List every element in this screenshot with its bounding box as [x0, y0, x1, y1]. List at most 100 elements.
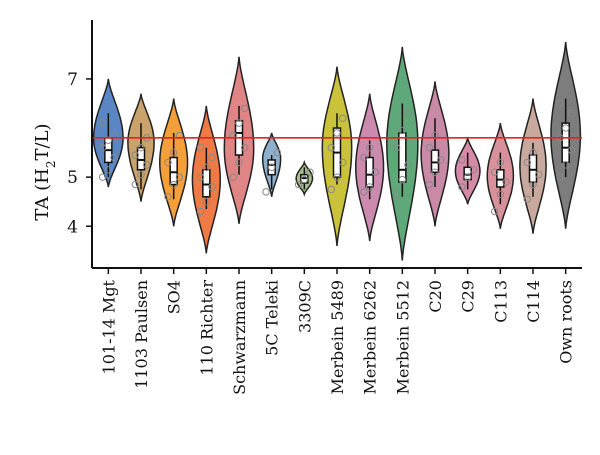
data-point — [164, 158, 172, 167]
data-point — [208, 183, 216, 191]
violin-8 — [321, 66, 353, 246]
data-point — [496, 190, 505, 199]
data-point — [339, 114, 347, 122]
violin-box — [267, 159, 276, 176]
data-point — [235, 158, 243, 167]
data-point — [262, 188, 270, 196]
x-category-label: 110 Richter — [197, 280, 216, 376]
x-category-label: C113 — [491, 280, 510, 323]
violin-7 — [294, 159, 314, 197]
data-point — [196, 143, 205, 152]
data-point — [561, 161, 570, 169]
data-point — [241, 143, 249, 152]
violin-box — [365, 156, 374, 188]
data-point — [202, 163, 211, 172]
violin-5 — [223, 56, 255, 224]
data-point — [556, 173, 564, 181]
data-point — [490, 207, 499, 216]
violin-3 — [159, 98, 189, 227]
x-category-label: C29 — [459, 280, 478, 313]
x-category-label: Merbein 5512 — [393, 280, 412, 394]
data-point — [458, 183, 466, 191]
data-point — [196, 173, 205, 181]
violin-box — [561, 122, 570, 164]
violin-6 — [261, 132, 282, 197]
data-point — [469, 166, 478, 174]
data-point — [294, 180, 303, 189]
data-point — [556, 99, 564, 108]
violin-15 — [550, 42, 582, 229]
x-category-label: Own roots — [557, 280, 576, 364]
data-point — [490, 168, 499, 176]
data-point — [463, 173, 472, 181]
data-point — [365, 143, 374, 152]
data-point — [529, 148, 537, 157]
violin-10 — [386, 46, 419, 261]
violin-2 — [127, 93, 155, 202]
x-category-label: 3309C — [295, 280, 314, 333]
data-point — [131, 180, 139, 189]
data-point — [267, 163, 276, 172]
violin-12 — [454, 137, 481, 205]
violin-box — [202, 169, 211, 198]
data-point — [333, 129, 341, 137]
data-point — [327, 143, 335, 152]
x-category-label: 5C Teleki — [263, 280, 282, 356]
violin-box — [169, 156, 178, 186]
violins-layer — [92, 42, 582, 261]
violin-4 — [191, 105, 221, 254]
violin-box — [398, 132, 407, 183]
violin-box — [496, 169, 505, 188]
data-point — [202, 198, 211, 206]
data-point — [535, 170, 543, 179]
data-point — [229, 173, 237, 181]
data-point — [137, 143, 145, 152]
data-point — [425, 143, 433, 152]
y-ticks: 4 5 7 — [67, 70, 92, 237]
data-point — [567, 146, 576, 154]
data-point — [458, 156, 466, 164]
y-axis-title: TA (H2T/L) — [32, 123, 58, 220]
data-point — [327, 185, 335, 194]
data-point — [523, 158, 531, 167]
data-point — [196, 207, 205, 216]
data-point — [339, 158, 347, 167]
y-tick-label: 7 — [67, 70, 78, 90]
data-point — [425, 180, 433, 189]
data-point — [502, 178, 510, 186]
data-point — [360, 153, 368, 162]
data-point — [175, 173, 184, 181]
y-axis-title-main: TA (H — [32, 168, 53, 220]
data-point — [561, 124, 570, 132]
x-category-label: 101-14 Mgt — [99, 279, 118, 374]
data-point — [104, 166, 113, 174]
x-category-label: Merbein 5489 — [328, 280, 347, 394]
x-category-label: C20 — [426, 280, 445, 313]
data-point — [306, 168, 314, 176]
data-point — [496, 158, 505, 167]
data-point — [437, 156, 445, 164]
data-point — [333, 173, 341, 181]
data-point — [300, 175, 309, 184]
data-point — [398, 175, 407, 184]
data-point — [137, 170, 145, 179]
data-point — [431, 168, 439, 176]
data-point — [241, 104, 249, 113]
data-point — [169, 148, 178, 157]
data-point — [523, 195, 531, 203]
y-tick-label: 5 — [67, 168, 78, 188]
x-category-label: Schwarzmann — [230, 280, 249, 395]
data-point — [143, 161, 151, 169]
data-point — [208, 153, 216, 162]
x-category-labels: 101-14 Mgt 1103 Paulsen SO4 110 Richter Schw… — [99, 268, 576, 395]
violin-1 — [92, 78, 124, 188]
x-category-label: Merbein 6262 — [361, 280, 380, 394]
data-point — [404, 161, 412, 169]
data-point — [164, 193, 172, 201]
data-point — [392, 190, 401, 199]
violin-box — [430, 149, 440, 173]
y-axis-title-subscript: 2 — [44, 160, 58, 168]
data-point — [529, 180, 537, 189]
data-point — [98, 143, 107, 152]
